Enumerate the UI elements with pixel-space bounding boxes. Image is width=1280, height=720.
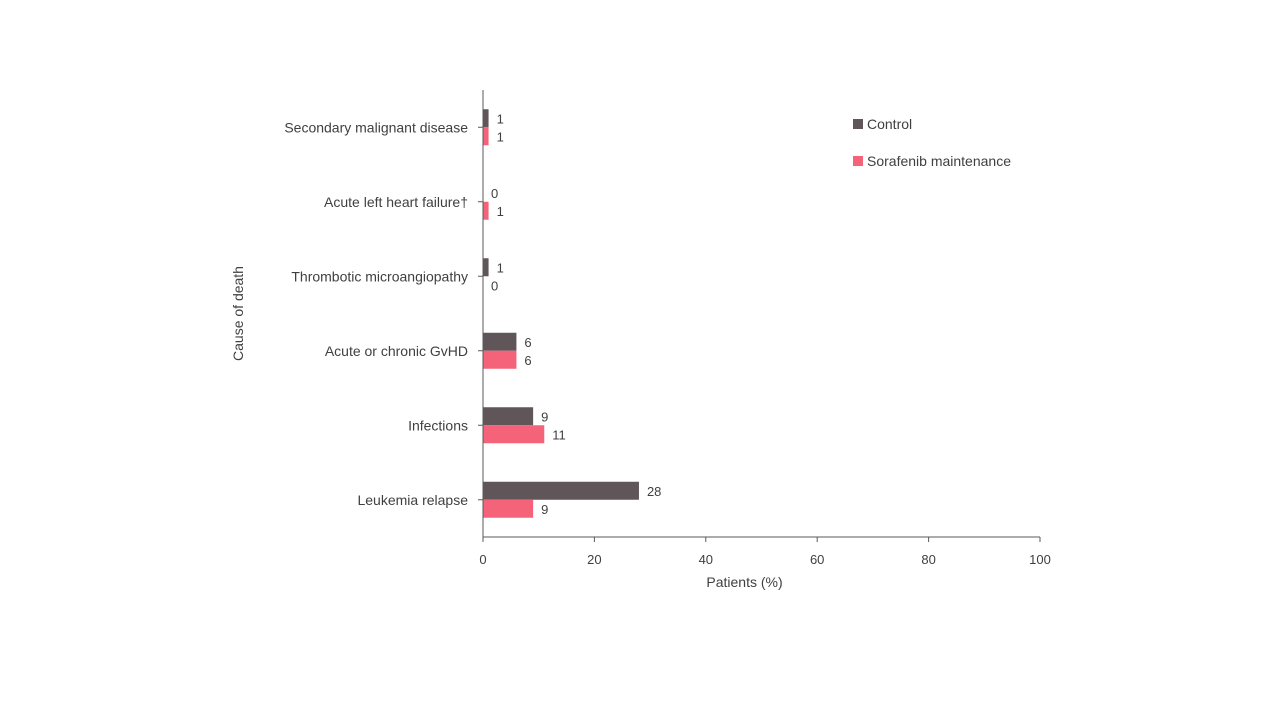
category-label-acute-left-heart-failure: Acute left heart failure† xyxy=(324,194,468,210)
category-label-infections: Infections xyxy=(408,417,468,433)
value-label-sorafenib-maintenance-acute-left-heart-failure: 1 xyxy=(497,204,504,219)
bar-control-acute-or-chronic-gvhd xyxy=(483,332,517,351)
category-label-leukemia-relapse: Leukemia relapse xyxy=(357,492,468,508)
value-label-sorafenib-maintenance-infections: 11 xyxy=(552,427,566,442)
value-label-sorafenib-maintenance-thrombotic-microangiopathy: 0 xyxy=(491,278,498,293)
bar-sorafenib-maintenance-secondary-malignant-disease xyxy=(483,127,489,146)
bar-control-secondary-malignant-disease xyxy=(483,109,489,128)
bar-control-infections xyxy=(483,407,534,426)
value-label-sorafenib-maintenance-acute-or-chronic-gvhd: 6 xyxy=(524,353,531,368)
value-label-control-acute-left-heart-failure: 0 xyxy=(491,186,498,201)
value-label-control-leukemia-relapse: 28 xyxy=(647,484,661,499)
x-tick-label-80: 80 xyxy=(921,552,935,567)
x-tick-label-40: 40 xyxy=(699,552,713,567)
category-label-secondary-malignant-disease: Secondary malignant disease xyxy=(284,119,468,135)
legend-swatch-control xyxy=(853,119,863,129)
bar-sorafenib-maintenance-leukemia-relapse xyxy=(483,499,534,518)
legend-swatch-sorafenib-maintenance xyxy=(853,156,863,166)
bar-control-leukemia-relapse xyxy=(483,481,639,500)
value-label-control-acute-or-chronic-gvhd: 6 xyxy=(524,335,531,350)
bar-control-thrombotic-microangiopathy xyxy=(483,258,489,277)
x-ticks-group: 0 20 40 60 80 100 xyxy=(479,537,1051,567)
legend-label-sorafenib-maintenance: Sorafenib maintenance xyxy=(867,153,1011,169)
x-tick-label-20: 20 xyxy=(587,552,601,567)
bar-sorafenib-maintenance-acute-or-chronic-gvhd xyxy=(483,350,517,369)
value-label-sorafenib-maintenance-secondary-malignant-disease: 1 xyxy=(497,129,504,144)
value-label-sorafenib-maintenance-leukemia-relapse: 9 xyxy=(541,502,548,517)
category-label-thrombotic-microangiopathy: Thrombotic microangiopathy xyxy=(291,268,468,284)
bars-group xyxy=(483,109,639,518)
bar-sorafenib-maintenance-infections xyxy=(483,425,545,444)
y-axis-title: Cause of death xyxy=(230,266,246,361)
legend: Control Sorafenib maintenance xyxy=(853,116,1011,169)
category-labels-group: Leukemia relapse Infections Acute or chron… xyxy=(284,119,483,508)
x-tick-label-0: 0 xyxy=(479,552,486,567)
category-label-acute-or-chronic-gvhd: Acute or chronic GvHD xyxy=(325,343,468,359)
legend-label-control: Control xyxy=(867,116,912,132)
x-tick-label-100: 100 xyxy=(1029,552,1051,567)
bar-sorafenib-maintenance-acute-left-heart-failure xyxy=(483,201,489,220)
value-label-control-secondary-malignant-disease: 1 xyxy=(497,111,504,126)
value-label-control-thrombotic-microangiopathy: 1 xyxy=(497,260,504,275)
value-label-control-infections: 9 xyxy=(541,409,548,424)
x-tick-label-60: 60 xyxy=(810,552,824,567)
x-axis-title: Patients (%) xyxy=(706,574,782,590)
